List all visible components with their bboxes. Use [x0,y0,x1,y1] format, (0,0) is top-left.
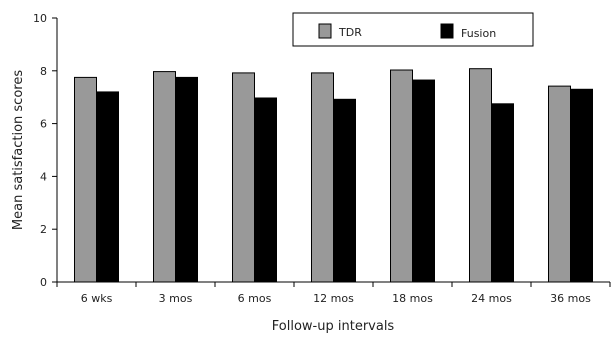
bar-fusion-3-mos [175,76,198,283]
legend-label-fusion: Fusion [461,27,496,40]
bar-tdr-3-mos [153,71,176,283]
legend-swatch-tdr [318,23,332,39]
x-tick-label: 6 mos [238,292,272,305]
y-ticks: 0 2 4 6 8 10 [33,12,57,289]
x-tick-label: 18 mos [392,292,433,305]
bar-fusion-12-mos [333,98,356,283]
y-tick-label: 0 [40,276,47,289]
y-tick-label: 8 [40,65,47,78]
y-tick-label: 2 [40,223,47,236]
bar-fusion-18-mos [412,79,435,283]
bar-tdr-24-mos [469,68,492,283]
bar-tdr-6-mos [232,72,255,283]
x-tick-label: 12 mos [313,292,354,305]
bar-fusion-36-mos [570,88,593,283]
legend: TDR Fusion [292,12,534,47]
x-tick-label: 24 mos [471,292,512,305]
bar-tdr-12-mos [311,72,334,283]
bar-fusion-6-mos [254,97,277,283]
y-tick-label: 4 [40,170,47,183]
bars [74,68,593,283]
y-axis-title: Mean satisfaction scores [11,70,26,230]
bar-tdr-6-wks [74,76,97,283]
x-ticks: 6 wks 3 mos 6 mos 12 mos 18 mos 24 mos 36 mos [56,282,611,305]
x-tick-label: 36 mos [550,292,591,305]
x-tick-label: 3 mos [159,292,193,305]
bar-tdr-18-mos [390,69,413,283]
x-axis-title: Follow-up intervals [272,319,395,334]
x-tick-label: 6 wks [81,292,113,305]
legend-box [292,12,534,47]
legend-swatch-fusion [440,23,454,39]
y-tick-label: 6 [40,118,47,131]
y-tick-label: 10 [33,12,47,25]
legend-label-tdr: TDR [338,26,362,39]
bar-tdr-36-mos [548,85,571,283]
bar-fusion-24-mos [491,103,514,283]
bar-fusion-6-wks [96,91,119,283]
